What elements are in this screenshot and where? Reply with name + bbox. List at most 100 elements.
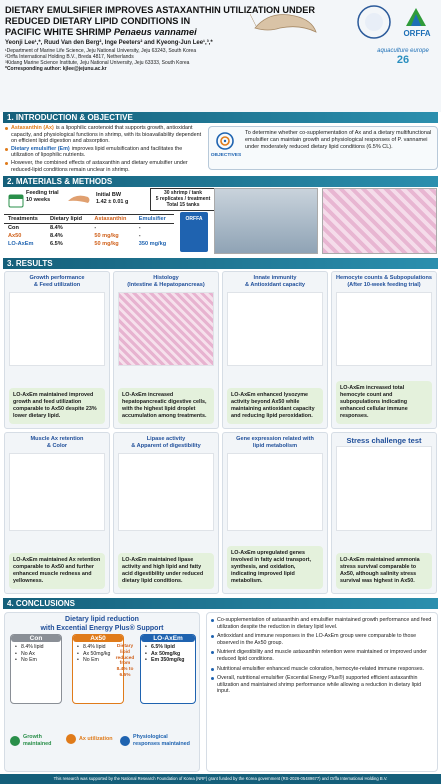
arrow-text-line: lipid xyxy=(120,649,130,655)
figure-area xyxy=(227,453,323,531)
intro-bullets: Astaxanthin (Ax) is a lipophilic caroteno… xyxy=(4,125,204,174)
shrimp-image xyxy=(250,13,317,33)
intro-text: improves lipid emulsification and facili… xyxy=(11,145,183,159)
panel-finding: LO-AxEm increased hepatopancreatic diges… xyxy=(118,388,214,424)
summary-title-line: with Excential Energy Plus® Support xyxy=(40,624,164,632)
outcome-text: Physiological responses maintained xyxy=(133,734,190,747)
group-name: Ax50 xyxy=(73,635,123,642)
species: Penaeus vannamei xyxy=(113,27,197,37)
calendar-icon xyxy=(8,194,24,208)
table-cell: LO-AxEm xyxy=(8,241,34,247)
panel-title: Innate immunity & Antioxidant capacity xyxy=(223,275,327,288)
tank-line: 5 replicates / treatment xyxy=(155,196,211,203)
panel-title-line: & Feed utilization xyxy=(33,281,81,288)
result-panel: Histology (Intestine & Hepatopancreas) LO-… xyxy=(113,271,219,429)
panel-title: Growth performance & Feed utilization xyxy=(5,275,109,288)
bw-value: 1.42 ± 0.01 g xyxy=(96,198,129,205)
figure-area xyxy=(336,292,432,366)
panel-title: Lipase activity & Apparent of digestibili… xyxy=(114,436,218,449)
panel-title-line: Gene expression related with xyxy=(236,436,314,442)
bw-label: Initial BW xyxy=(96,192,122,198)
conclusion-bullet: Antioxidant and immune responses in the … xyxy=(210,633,433,646)
figure-area xyxy=(9,453,105,531)
tank-line: Total 15 tanks xyxy=(166,202,200,209)
table-row: Ax50 8.4% 50 mg/kg - xyxy=(4,232,174,240)
product-box: ORFFA xyxy=(180,212,208,252)
outcome-icon xyxy=(120,735,130,746)
feeding-label: Feeding trial xyxy=(26,190,59,196)
table-cell: 50 mg/kg xyxy=(94,233,119,239)
result-panel: Muscle Ax retention & Color LO-AxEm mainta… xyxy=(4,432,110,594)
conference-name: aquaculture europe xyxy=(377,48,429,54)
orffa-logo: ORFFA xyxy=(403,29,431,38)
arrow-text-line: reduced xyxy=(115,655,135,661)
figure-area xyxy=(9,292,105,366)
objective-text: To determine whether co-supplementation … xyxy=(245,130,432,150)
group-box: Ax50 8.4% lipidAx 50mg/kgNo Em xyxy=(72,634,124,704)
arrow-text: Dietary lipid reduced from 8.4% to 6.5% xyxy=(110,644,140,679)
conclusion-bullet: Co-supplementation of astaxanthin and em… xyxy=(210,617,433,630)
panel-title-line: (After 10-week feeding trial) xyxy=(347,281,421,288)
intro-text: However, the combined effects of astaxan… xyxy=(11,159,188,173)
table-cell: 6.5% xyxy=(49,241,63,247)
panel-title-line: Lipase activity xyxy=(146,436,186,442)
figure-area xyxy=(118,453,214,531)
affiliation: ³Kidang Marine Science Institute, Jeju N… xyxy=(5,60,190,66)
intro-bullet: However, the combined effects of astaxan… xyxy=(4,160,204,173)
table-cell: 50 mg/kg xyxy=(94,241,119,247)
panel-title-line: (Intestine & Hepatopancreas) xyxy=(127,281,205,288)
authors: Yeonji Lee¹,*, Ruud Van den Berg², Inge … xyxy=(5,40,213,46)
group-item: 8.4% lipid xyxy=(77,644,119,651)
group-item: Ax 50mg/kg xyxy=(145,651,191,658)
arrow-text-line: 8.4% to xyxy=(116,667,134,673)
tank-line: 30 shrimp / tank xyxy=(163,190,203,196)
figure-area xyxy=(118,292,214,366)
result-panel: Gene expression related with lipid metabo… xyxy=(222,432,328,594)
orffa-logo-mark xyxy=(406,8,426,26)
panel-finding: LO-AxEm increased total hemocyte count a… xyxy=(336,381,432,424)
tank-info: 30 shrimp / tank 5 replicates / treatmen… xyxy=(150,188,216,211)
panel-title-line: lipid metabolism xyxy=(252,442,298,449)
intro-bullet: Dietary emulsifier (Em) improves lipid em… xyxy=(4,146,204,159)
histology-photo xyxy=(322,188,437,254)
outcome-text: Ax utilization xyxy=(79,735,113,742)
group-box: Con 8.4% lipidNo AxNo Em xyxy=(10,634,62,704)
group-item: 6.5% lipid xyxy=(145,644,191,651)
feeding-duration: 10 weeks xyxy=(26,196,51,203)
title-line: REDUCED DIETARY LIPID CONDITIONS IN xyxy=(5,16,191,26)
intro-bullet: Astaxanthin (Ax) is a lipophilic caroteno… xyxy=(4,125,204,145)
table-cell: - xyxy=(138,225,141,231)
arrow-text-line: 6.5% xyxy=(119,672,131,678)
product-name: ORFFA xyxy=(185,216,203,222)
table-header: Emulsifier xyxy=(134,214,174,224)
intro-term: Dietary emulsifier (Em) xyxy=(11,145,70,152)
summary-title-line: Dietary lipid reduction xyxy=(65,616,139,623)
affiliation: *Corresponding author: kjlee@jejunu.ac.k… xyxy=(5,66,107,72)
title: DIETARY EMULSIFIER IMPROVES ASTAXANTHIN … xyxy=(5,5,335,38)
tank-photo xyxy=(214,188,318,254)
panel-finding: LO-AxEm maintained lipase activity and h… xyxy=(118,553,214,589)
conclusion-bullet: Overall, nutritional emulsifier (Excenti… xyxy=(210,675,433,695)
conclusion-bullet: Nutrient digestibility and muscle astaxa… xyxy=(210,649,433,662)
section-heading: 2. MATERIALS & METHODS xyxy=(3,176,438,187)
panel-title: Hemocyte counts & Subpopulations (After 1… xyxy=(332,275,436,288)
panel-title-line: Hemocyte counts & Subpopulations xyxy=(335,275,433,281)
title-line: DIETARY EMULSIFIER IMPROVES ASTAXANTHIN … xyxy=(5,5,315,15)
table-cell: - xyxy=(94,225,97,231)
result-panel: Innate immunity & Antioxidant capacity LO-… xyxy=(222,271,328,429)
panel-finding: LO-AxEm maintained Ax retention comparab… xyxy=(9,553,105,589)
result-panel: Hemocyte counts & Subpopulations (After 1… xyxy=(331,271,437,429)
conclusion-bullet: Nutritional emulsifier enhanced muscle c… xyxy=(210,666,433,673)
panel-title: Stress challenge test xyxy=(332,436,436,445)
group-item: Em 350mg/kg xyxy=(145,657,191,664)
title-line: PACIFIC WHITE SHRIMP xyxy=(5,27,112,37)
outcome: Ax utilization xyxy=(66,734,114,744)
table-cell: Ax50 xyxy=(8,233,22,239)
conclusion-bullets: Co-supplementation of astaxanthin and em… xyxy=(206,612,438,772)
result-panel: Stress challenge test LO-AxEm maintained … xyxy=(331,432,437,594)
affiliations: ¹Department of Marine Life Science, Jeju… xyxy=(5,48,335,72)
table-row: Con 8.4% - - xyxy=(4,224,174,233)
panel-finding: LO-AxEm upregulated genes involved in fa… xyxy=(227,546,323,589)
arrow-text-line: from xyxy=(119,661,131,667)
